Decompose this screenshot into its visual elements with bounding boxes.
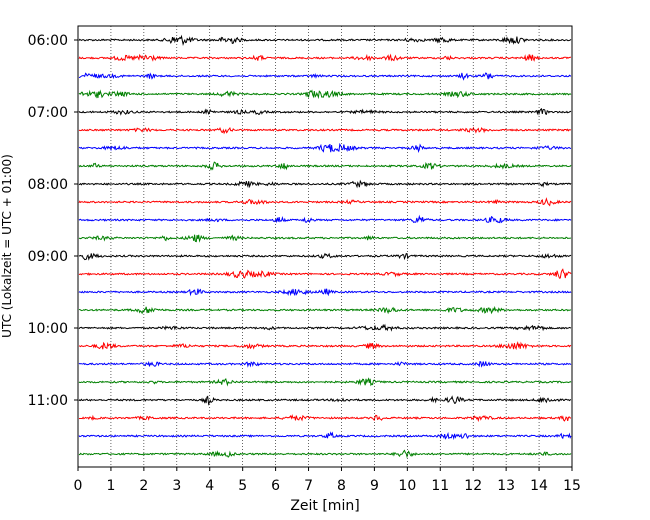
trace-line: [78, 268, 572, 279]
trace-line: [78, 395, 572, 406]
y-axis: 06:00 07:00 08:00 09:00 10:00 11:00: [28, 33, 78, 409]
x-tick-label: 7: [304, 478, 313, 494]
x-tick-label: 10: [398, 478, 416, 494]
trace-line: [78, 197, 572, 207]
x-tick-label: 1: [106, 478, 115, 494]
trace-group: [78, 34, 572, 459]
trace-line: [78, 53, 572, 62]
x-tick-label: 4: [205, 478, 214, 494]
trace-line: [78, 126, 572, 135]
trace-line: [78, 431, 572, 441]
x-tick-label: 12: [464, 478, 482, 494]
trace-line: [78, 142, 572, 153]
x-axis: 0 1 2 3 4 5 6 7 8 9 10 11 12 13 14 15: [74, 467, 581, 494]
x-tick-label: 5: [238, 478, 247, 494]
y-tick-label: 11:00: [28, 393, 68, 409]
y-tick-label: 08:00: [28, 177, 68, 193]
x-tick-label: 11: [431, 478, 449, 494]
trace-line: [78, 214, 572, 224]
trace-line: [78, 89, 572, 100]
y-axis-label: UTC (Lokalzeit = UTC + 01:00): [0, 154, 14, 338]
x-tick-label: 3: [172, 478, 181, 494]
trace-line: [78, 377, 572, 387]
trace-line: [78, 305, 572, 315]
x-tick-label: 9: [370, 478, 379, 494]
trace-line: [78, 161, 572, 171]
x-tick-label: 15: [563, 478, 581, 494]
x-tick-label: 6: [271, 478, 280, 494]
trace-line: [78, 341, 572, 351]
plot-frame: [77, 25, 573, 468]
x-axis-label: Zeit [min]: [290, 498, 359, 514]
trace-line: [78, 179, 572, 189]
trace-line: [78, 288, 572, 297]
trace-line: [78, 323, 572, 332]
trace-line: [78, 72, 572, 81]
y-tick-label: 09:00: [28, 249, 68, 265]
trace-line: [78, 360, 572, 368]
x-tick-label: 2: [139, 478, 148, 494]
trace-line: [78, 34, 572, 46]
y-tick-label: 10:00: [28, 321, 68, 337]
y-tick-label: 07:00: [28, 105, 68, 121]
trace-line: [78, 108, 572, 116]
trace-line: [78, 234, 572, 243]
x-tick-label: 0: [74, 478, 83, 494]
trace-line: [78, 413, 572, 423]
y-tick-label: 06:00: [28, 33, 68, 49]
trace-line: [78, 449, 572, 459]
x-tick-label: 14: [530, 478, 548, 494]
x-tick-label: 8: [337, 478, 346, 494]
x-tick-label: 13: [497, 478, 515, 494]
trace-line: [78, 252, 572, 261]
